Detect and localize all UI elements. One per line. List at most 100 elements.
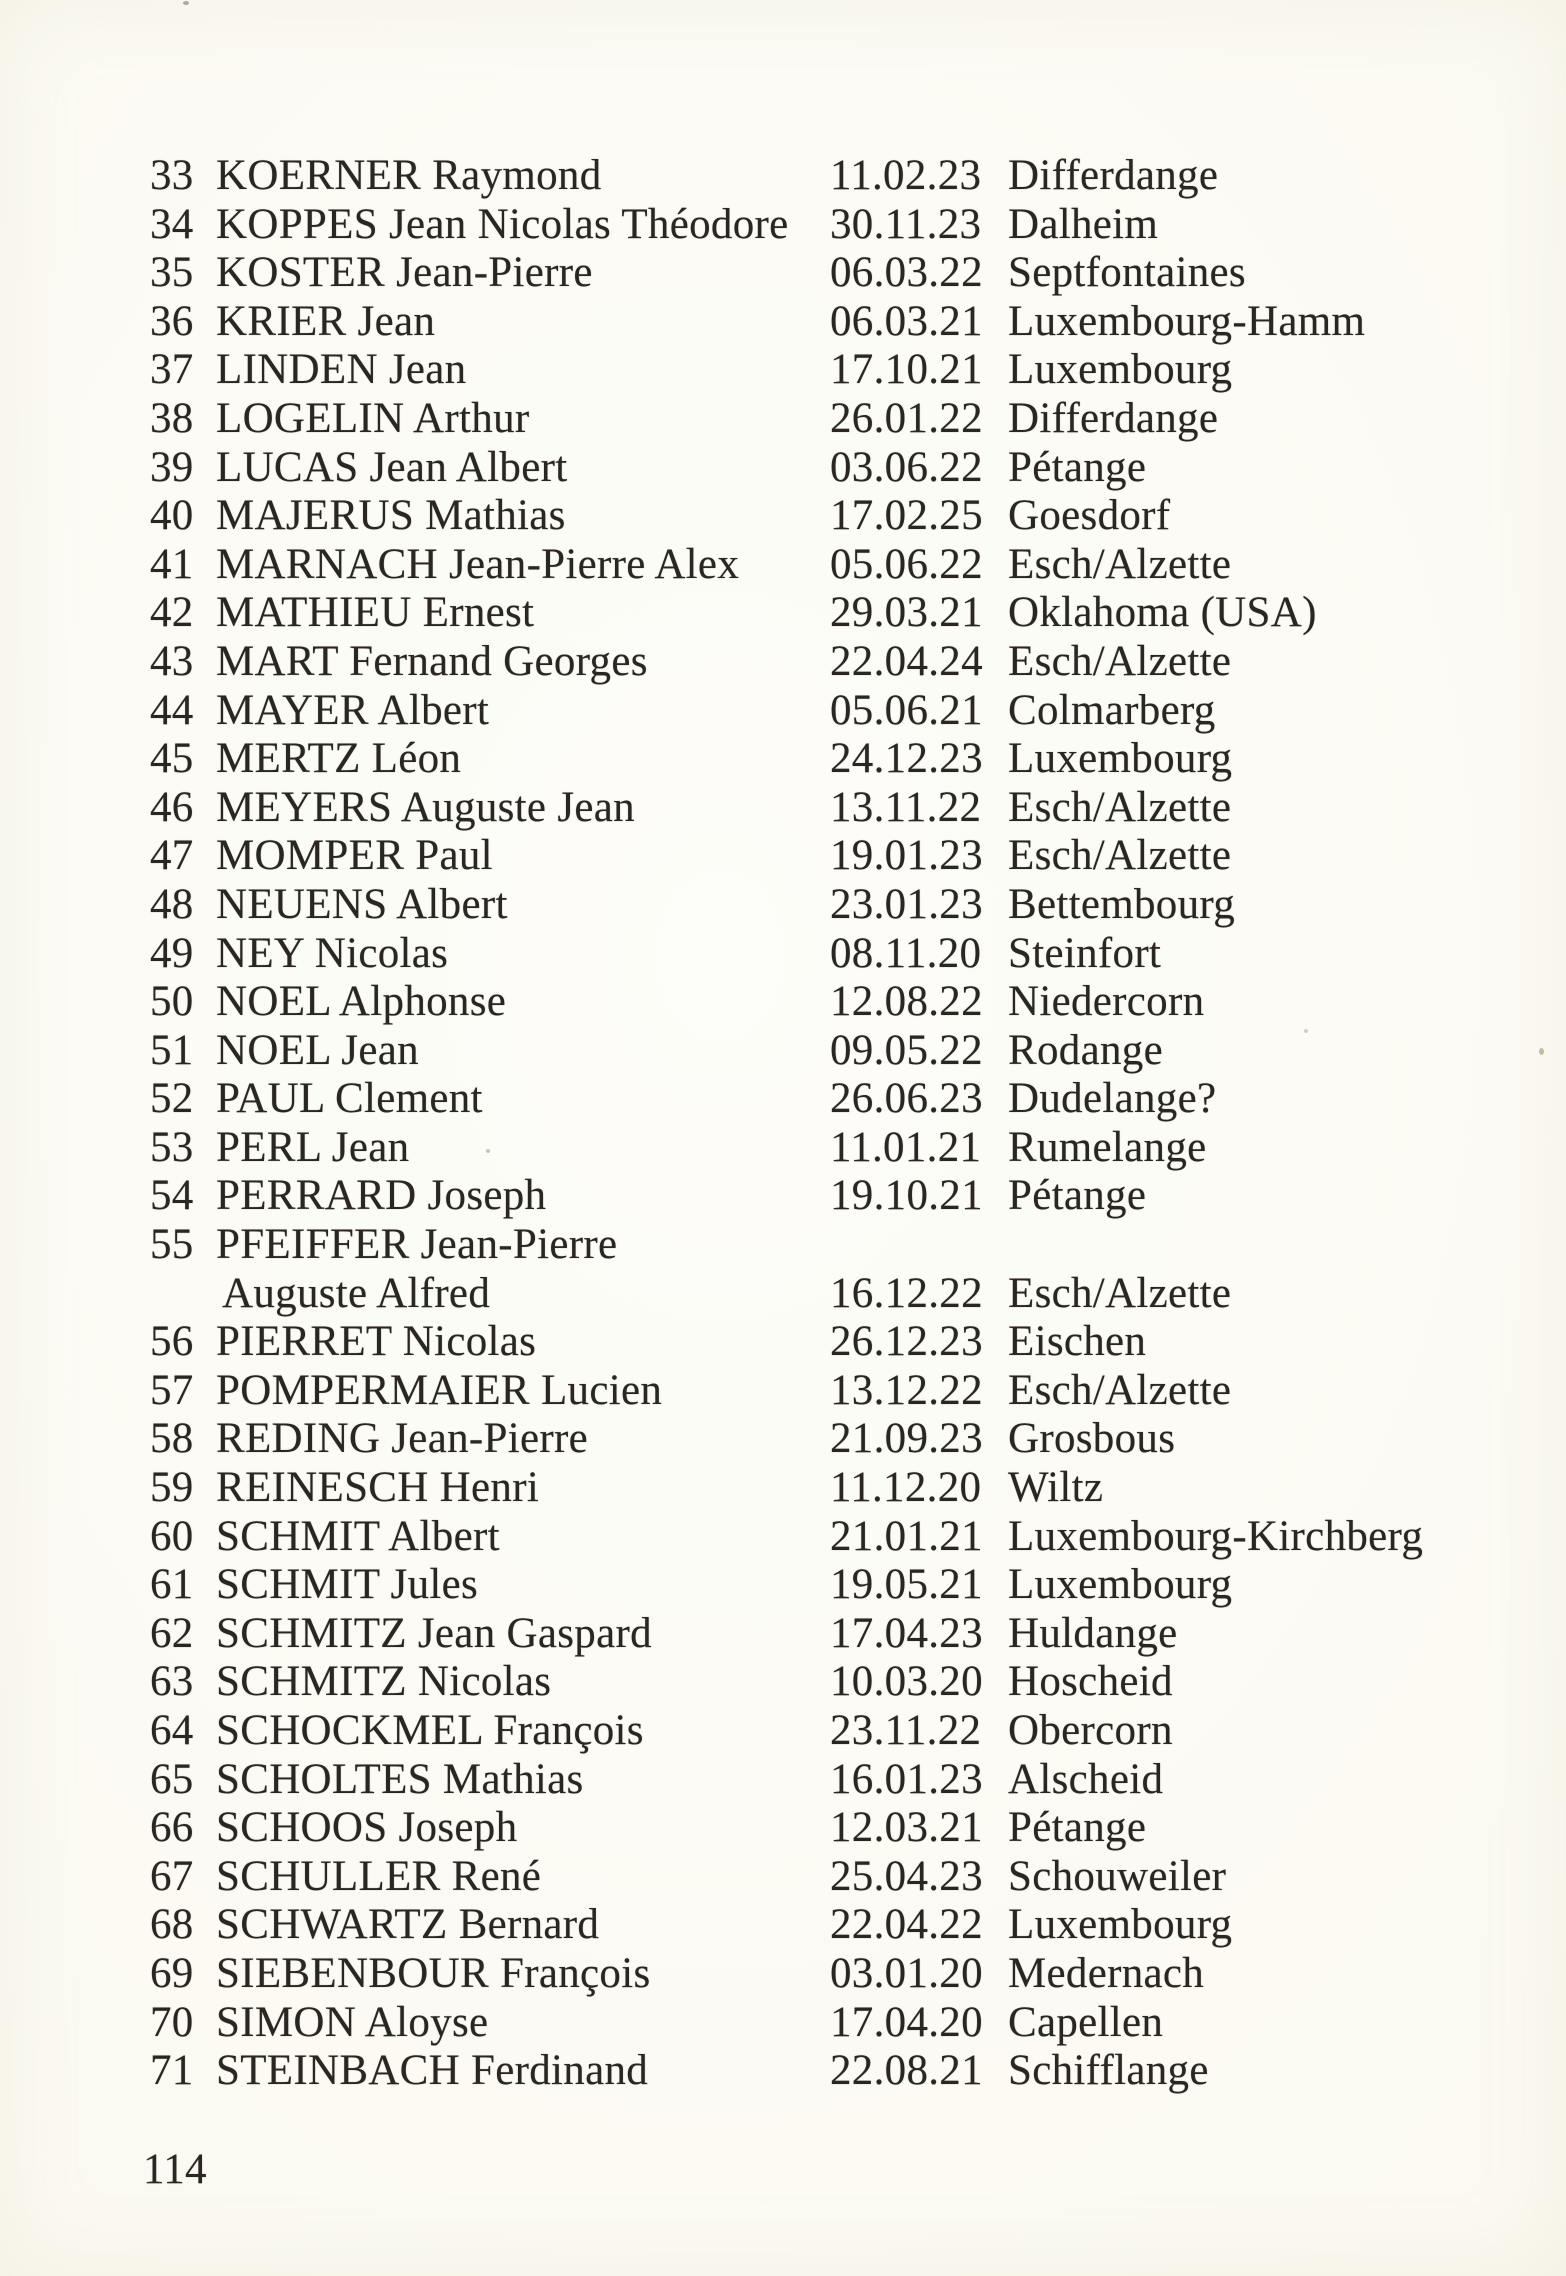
list-item: 70 SIMON Aloyse 17.04.20 Capellen [0, 1999, 1566, 2048]
entry-name: SCHOLTES Mathias [216, 1755, 584, 1803]
entry-number: 39 [150, 443, 194, 491]
entry-name: NOEL Alphonse [216, 978, 507, 1026]
entry-birthplace: Luxembourg-Hamm [1008, 297, 1366, 345]
list-item: 44 MAYER Albert 05.06.21 Colmarberg [0, 687, 1566, 736]
entry-number: 64 [150, 1707, 194, 1754]
entry-birthplace: Luxembourg [1008, 1901, 1233, 1949]
entry-birthplace: Alscheid [1008, 1755, 1164, 1803]
list-item: 41 MARNACH Jean-Pierre Alex 05.06.22 Esch/A… [0, 541, 1566, 590]
entry-birthdate: 13.12.22 [830, 1366, 983, 1414]
entry-name: MAYER Albert [216, 686, 490, 734]
list-item: Auguste Alfred 16.12.22 Esch/Alzette [0, 1270, 1566, 1319]
list-item: 34 KOPPES Jean Nicolas Théodore 30.11.23 Da… [0, 201, 1566, 250]
entry-birthplace: Esch/Alzette [1008, 832, 1232, 880]
list-item: 58 REDING Jean-Pierre 21.09.23 Grosbous [0, 1415, 1566, 1464]
entry-name: STEINBACH Ferdinand [216, 2047, 649, 2095]
entry-birthdate: 16.12.22 [830, 1269, 983, 1317]
entry-name: SCHULLER René [216, 1852, 542, 1900]
list-item: 67 SCHULLER René 25.04.23 Schouweiler [0, 1853, 1566, 1902]
entry-birthdate: 23.01.23 [830, 880, 983, 928]
list-item: 37 LINDEN Jean 17.10.21 Luxembourg [0, 346, 1566, 395]
entry-birthplace: Dudelange? [1008, 1075, 1217, 1123]
list-item: 66 SCHOOS Joseph 12.03.21 Pétange [0, 1804, 1566, 1853]
list-item: 45 MERTZ Léon 24.12.23 Luxembourg [0, 735, 1566, 784]
entry-name: LOGELIN Arthur [216, 394, 530, 442]
list-item: 33 KOERNER Raymond 11.02.23 Differdange [0, 152, 1566, 201]
entry-birthdate: 21.09.23 [830, 1415, 983, 1463]
entry-birthplace: Esch/Alzette [1008, 1269, 1232, 1317]
entry-number: 58 [150, 1415, 194, 1463]
entry-birthdate: 16.01.23 [830, 1755, 983, 1803]
list-item: 36 KRIER Jean 06.03.21 Luxembourg-Hamm [0, 298, 1566, 347]
list-item: 49 NEY Nicolas 08.11.20 Steinfort [0, 930, 1566, 979]
list-item: 55 PFEIFFER Jean-Pierre [0, 1221, 1566, 1270]
entry-birthplace: Oklahoma (USA) [1008, 589, 1317, 637]
entry-birthplace: Wiltz [1008, 1464, 1104, 1512]
entry-name: KOPPES Jean Nicolas Théodore [216, 200, 789, 248]
entry-name: MATHIEU Ernest [216, 589, 535, 637]
entry-birthplace: Rumelange [1008, 1123, 1207, 1171]
entry-birthdate: 03.06.22 [830, 443, 983, 491]
entry-birthdate: 26.12.23 [830, 1318, 983, 1366]
list-item: 51 NOEL Jean 09.05.22 Rodange [0, 1027, 1566, 1076]
entry-number: 54 [150, 1172, 194, 1220]
entry-number: 55 [150, 1221, 194, 1269]
entry-birthdate: 29.03.21 [830, 589, 983, 637]
entry-birthdate: 19.10.21 [830, 1172, 983, 1220]
entry-birthdate: 12.03.21 [830, 1804, 983, 1852]
entry-birthplace: Rodange [1008, 1026, 1163, 1074]
entry-name: PAUL Clement [216, 1075, 483, 1123]
entry-birthplace: Luxembourg [1008, 1561, 1233, 1609]
entry-birthplace: Differdange [1008, 152, 1219, 199]
entry-number: 37 [150, 346, 194, 394]
entry-birthplace: Huldange [1008, 1609, 1178, 1657]
entry-birthdate: 08.11.20 [830, 929, 982, 977]
entry-name: PERRARD Joseph [216, 1172, 547, 1220]
entry-birthplace: Pétange [1008, 1804, 1147, 1852]
list-item: 43 MART Fernand Georges 22.04.24 Esch/Alzet… [0, 638, 1566, 687]
entry-birthdate: 17.10.21 [830, 346, 983, 394]
entry-number: 56 [150, 1318, 194, 1366]
entry-birthdate: 05.06.21 [830, 686, 983, 734]
entry-birthdate: 11.02.23 [830, 152, 982, 199]
entry-number: 48 [150, 880, 194, 928]
list-item: 48 NEUENS Albert 23.01.23 Bettembourg [0, 881, 1566, 930]
entry-birthdate: 21.01.21 [830, 1512, 983, 1560]
list-item: 65 SCHOLTES Mathias 16.01.23 Alscheid [0, 1756, 1566, 1805]
list-item: 59 REINESCH Henri 11.12.20 Wiltz [0, 1464, 1566, 1513]
entry-birthdate: 06.03.22 [830, 249, 983, 297]
list-item: 63 SCHMITZ Nicolas 10.03.20 Hoscheid [0, 1658, 1566, 1707]
entry-birthplace: Dalheim [1008, 200, 1159, 248]
entry-number: 70 [150, 1998, 194, 2046]
entry-birthplace: Differdange [1008, 394, 1219, 442]
entry-number: 40 [150, 492, 194, 540]
entry-name: KRIER Jean [216, 297, 436, 345]
entry-number: 66 [150, 1804, 194, 1852]
entry-number: 59 [150, 1464, 194, 1512]
scan-speck [183, 1, 189, 5]
list-item: 69 SIEBENBOUR François 03.01.20 Medernach [0, 1950, 1566, 1999]
entry-name: PERL Jean [216, 1123, 410, 1171]
entry-name: REDING Jean-Pierre [216, 1415, 588, 1463]
entry-number: 50 [150, 978, 194, 1026]
entry-number: 46 [150, 783, 194, 831]
entry-name: SIEBENBOUR François [216, 1949, 651, 1997]
entry-number: 61 [150, 1561, 194, 1609]
entry-birthplace: Obercorn [1008, 1707, 1173, 1754]
entry-birthplace: Luxembourg [1008, 735, 1233, 783]
entry-birthdate: 11.01.21 [830, 1123, 982, 1171]
entry-number: 45 [150, 735, 194, 783]
entry-number: 47 [150, 832, 194, 880]
list-item: 56 PIERRET Nicolas 26.12.23 Eischen [0, 1318, 1566, 1367]
entry-number: 43 [150, 637, 194, 685]
list-item: 54 PERRARD Joseph 19.10.21 Pétange [0, 1172, 1566, 1221]
entry-birthplace: Esch/Alzette [1008, 1366, 1232, 1414]
list-item: 60 SCHMIT Albert 21.01.21 Luxembourg-Kirchb… [0, 1513, 1566, 1562]
entry-name: MARNACH Jean-Pierre Alex [216, 540, 740, 588]
entry-name: NOEL Jean [216, 1026, 419, 1074]
entry-name: LUCAS Jean Albert [216, 443, 568, 491]
list-item: 61 SCHMIT Jules 19.05.21 Luxembourg [0, 1561, 1566, 1610]
entry-name: LINDEN Jean [216, 346, 467, 394]
entry-number: 42 [150, 589, 194, 637]
entry-birthdate: 22.04.24 [830, 637, 983, 685]
